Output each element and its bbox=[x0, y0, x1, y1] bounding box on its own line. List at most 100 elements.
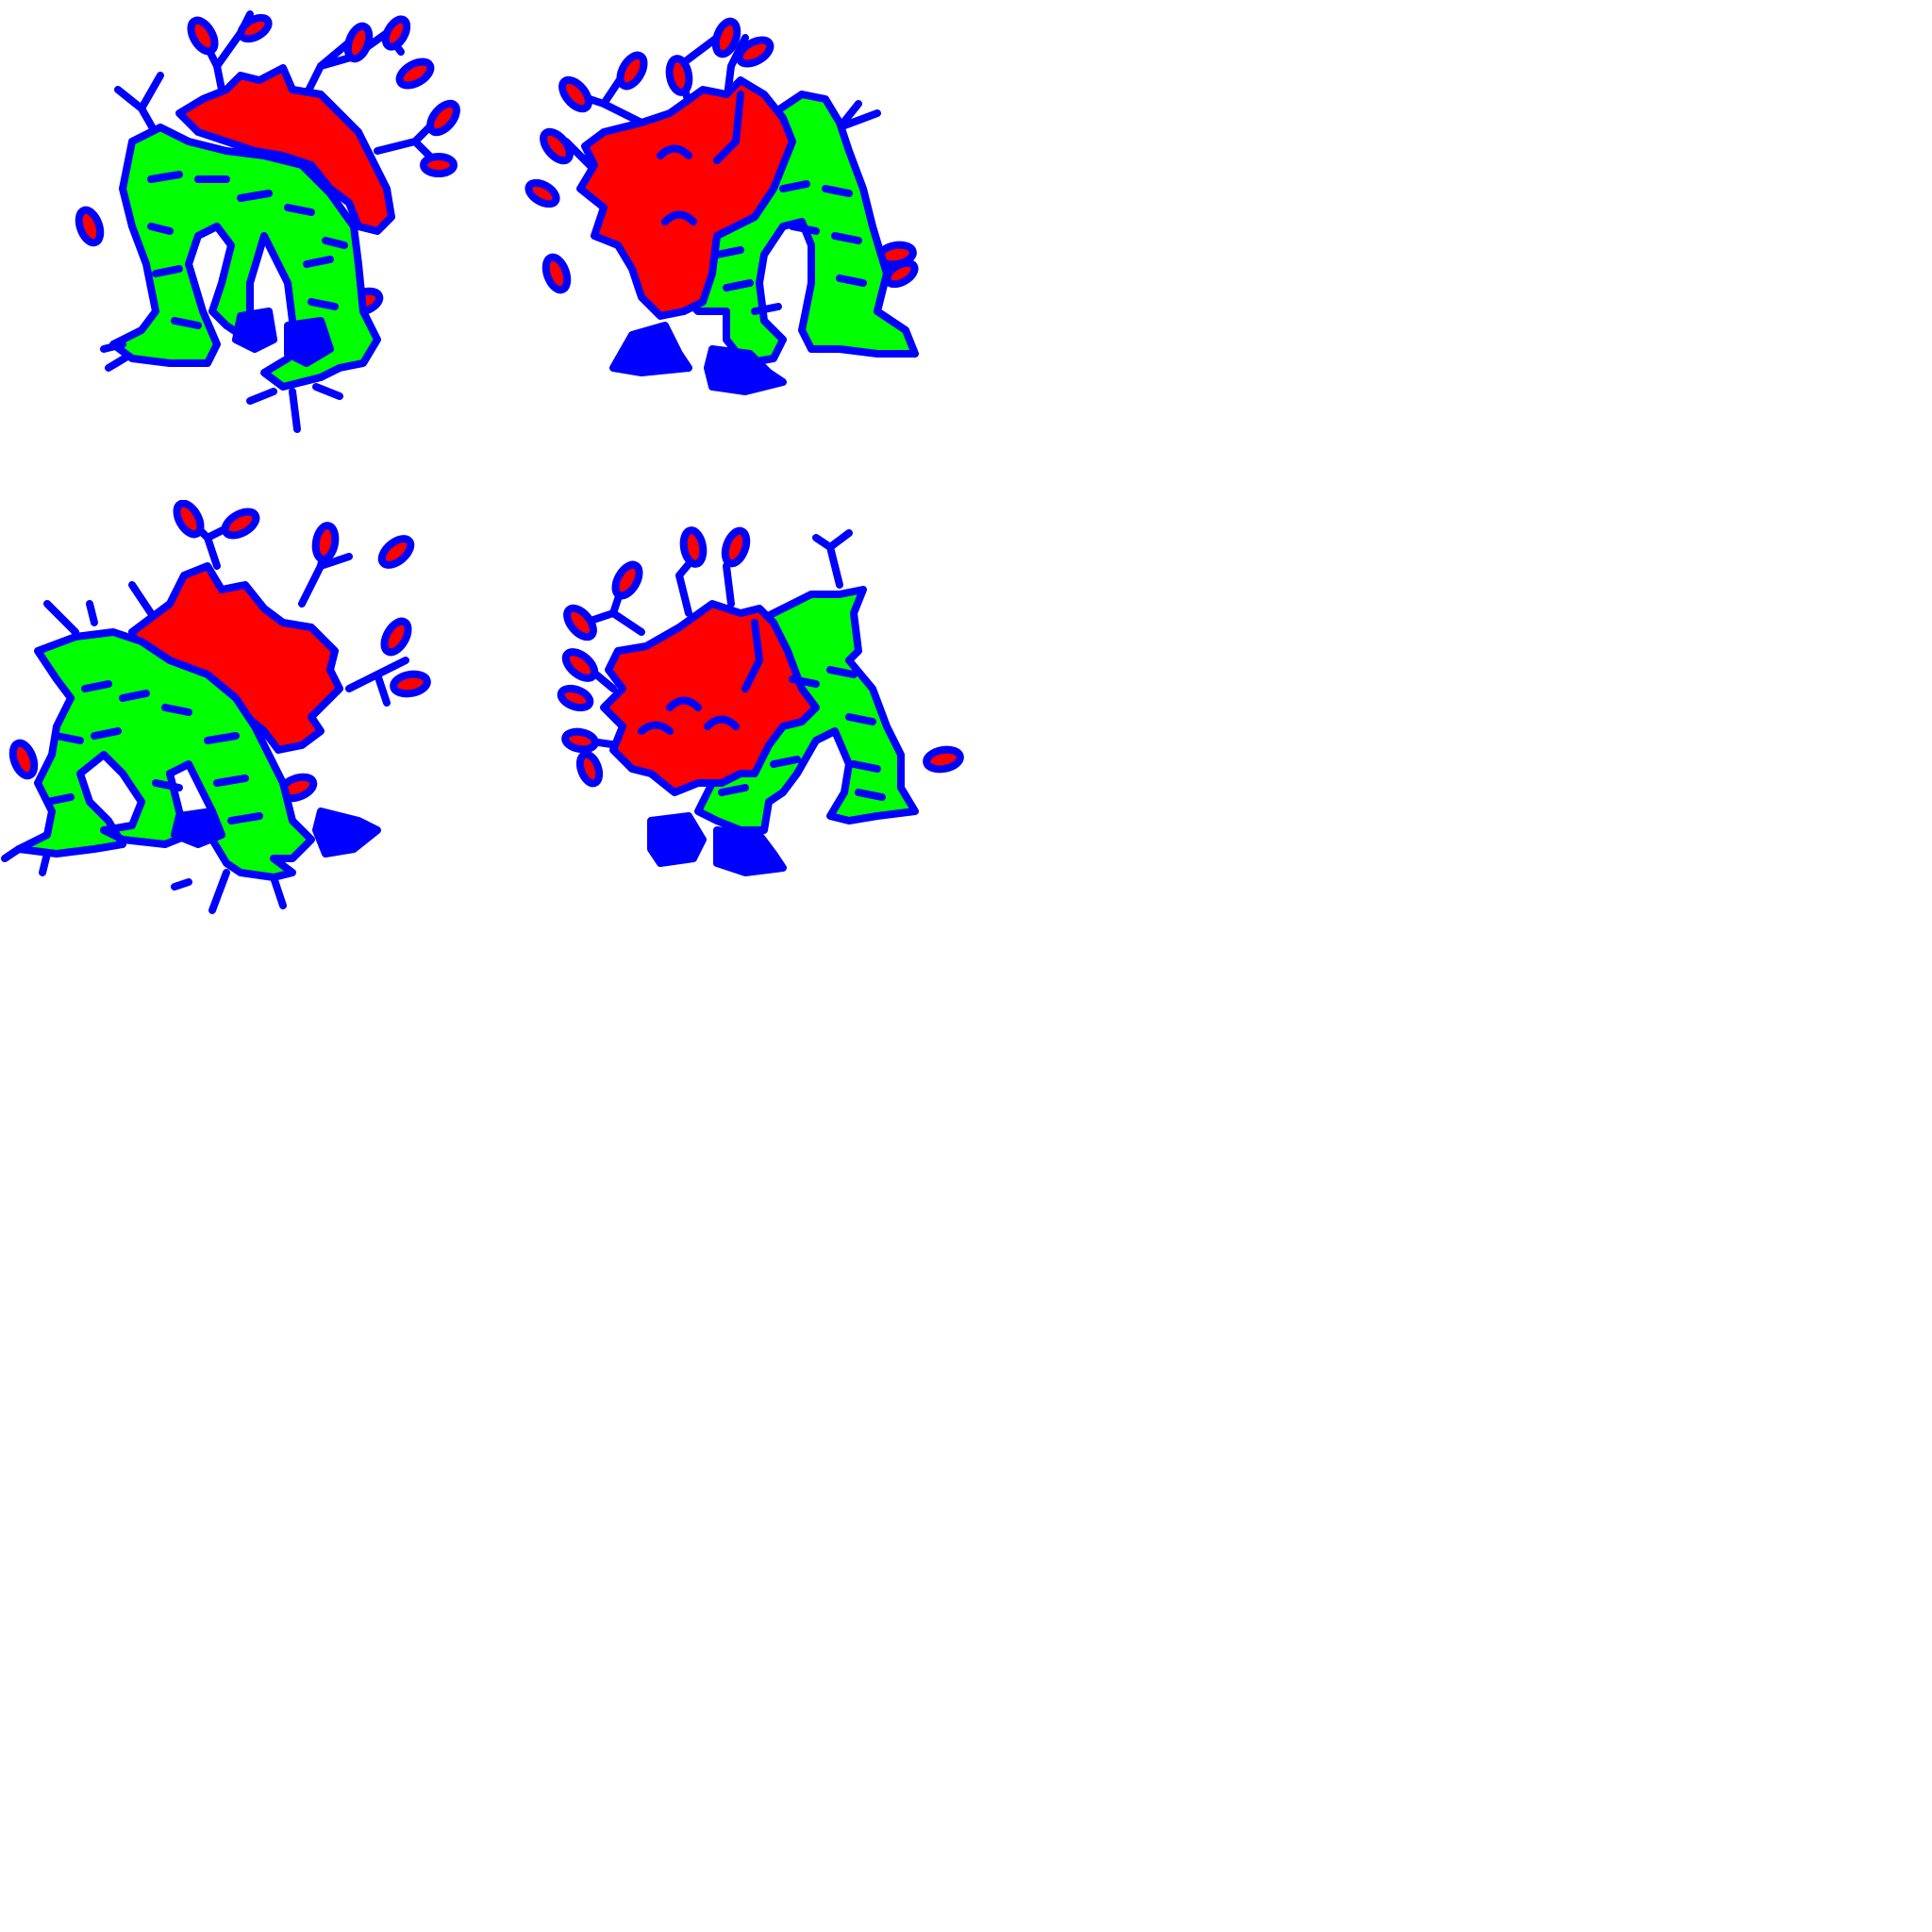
leaf bbox=[8, 739, 39, 780]
leaf bbox=[343, 22, 374, 63]
stripe bbox=[147, 171, 183, 183]
leaf bbox=[923, 745, 964, 774]
hoof bbox=[713, 826, 787, 876]
sprite-frame-4 bbox=[528, 500, 1011, 983]
branch bbox=[298, 553, 353, 608]
leaf bbox=[711, 17, 741, 58]
sprite-frame-2 bbox=[500, 0, 983, 483]
leaf bbox=[187, 16, 219, 56]
stripe bbox=[718, 784, 749, 796]
leaf bbox=[616, 51, 648, 91]
leaf bbox=[381, 15, 411, 51]
leaf bbox=[735, 36, 774, 68]
stripe bbox=[855, 789, 886, 801]
claw bbox=[105, 353, 131, 372]
stripe bbox=[119, 690, 150, 702]
stripe bbox=[53, 732, 84, 744]
mane bbox=[600, 600, 820, 796]
stripe bbox=[770, 756, 801, 768]
leaf bbox=[75, 206, 105, 247]
hoof bbox=[284, 317, 334, 367]
stripe bbox=[303, 256, 334, 268]
stripe bbox=[161, 704, 192, 716]
leaf bbox=[561, 648, 599, 682]
plant-beast-back-view-1 bbox=[525, 17, 919, 395]
claw bbox=[270, 874, 287, 909]
hoof bbox=[647, 812, 707, 867]
plant-beast-front-view-2 bbox=[1, 500, 431, 914]
stripe bbox=[831, 232, 862, 244]
stripe bbox=[845, 713, 876, 725]
mane-curl bbox=[666, 696, 702, 711]
stripe bbox=[147, 223, 174, 235]
leaf bbox=[311, 522, 340, 563]
leaf bbox=[221, 508, 260, 540]
leaf bbox=[420, 153, 458, 177]
mane-curl bbox=[657, 144, 692, 159]
leaf bbox=[525, 178, 560, 208]
stripe bbox=[822, 185, 853, 197]
leaf bbox=[721, 526, 751, 568]
leaf bbox=[561, 727, 599, 754]
stripe bbox=[43, 793, 75, 806]
stripe bbox=[826, 666, 858, 678]
leaf bbox=[557, 684, 594, 712]
leaf bbox=[380, 617, 412, 657]
leaf bbox=[426, 99, 460, 137]
stripe bbox=[237, 190, 273, 202]
stripe bbox=[91, 727, 122, 740]
leaf bbox=[541, 253, 572, 294]
branch bbox=[836, 109, 881, 131]
mane-curl bbox=[638, 721, 674, 735]
sprite-frame-3 bbox=[0, 500, 483, 983]
stripe bbox=[308, 298, 339, 310]
leaf bbox=[237, 13, 273, 43]
mane-curl bbox=[704, 715, 740, 730]
stripe bbox=[751, 303, 782, 315]
stripe bbox=[322, 237, 348, 249]
stripe bbox=[789, 223, 820, 235]
stripe bbox=[204, 732, 240, 744]
claw bbox=[289, 388, 301, 433]
hoof bbox=[171, 808, 225, 848]
mane-curl bbox=[661, 210, 697, 225]
branch bbox=[86, 600, 98, 626]
stripe bbox=[227, 812, 263, 824]
stripe bbox=[789, 675, 820, 688]
hoof bbox=[232, 308, 277, 353]
leaf bbox=[665, 55, 693, 96]
stripe bbox=[284, 204, 315, 216]
leaf bbox=[377, 535, 415, 569]
branch bbox=[138, 72, 164, 112]
stripe bbox=[713, 246, 744, 258]
leaf bbox=[558, 75, 592, 113]
leaf bbox=[390, 670, 431, 698]
plant-beast-front-view-1 bbox=[75, 10, 460, 433]
branch bbox=[374, 671, 391, 707]
claw bbox=[1, 845, 23, 862]
sprite-frame-1 bbox=[38, 0, 521, 483]
hoof bbox=[609, 322, 692, 376]
stripe bbox=[850, 760, 881, 773]
stripe bbox=[779, 180, 810, 192]
mane-ridge bbox=[741, 619, 763, 692]
stripe bbox=[836, 275, 867, 287]
branch bbox=[128, 581, 155, 617]
hoof bbox=[312, 808, 381, 858]
stripe bbox=[171, 317, 202, 329]
stripe bbox=[723, 279, 754, 291]
leaf bbox=[679, 526, 708, 568]
claw bbox=[246, 388, 277, 405]
plant-beast-back-view-2 bbox=[557, 526, 964, 876]
branch bbox=[826, 529, 853, 551]
branch bbox=[213, 29, 244, 70]
hoof bbox=[704, 345, 787, 395]
mane-ridge bbox=[713, 91, 744, 164]
leaf bbox=[540, 127, 574, 165]
stripe bbox=[213, 774, 249, 787]
stripe bbox=[152, 779, 183, 791]
claw bbox=[171, 878, 192, 891]
leaf bbox=[395, 58, 435, 90]
branch bbox=[43, 600, 79, 636]
claw bbox=[312, 383, 343, 400]
